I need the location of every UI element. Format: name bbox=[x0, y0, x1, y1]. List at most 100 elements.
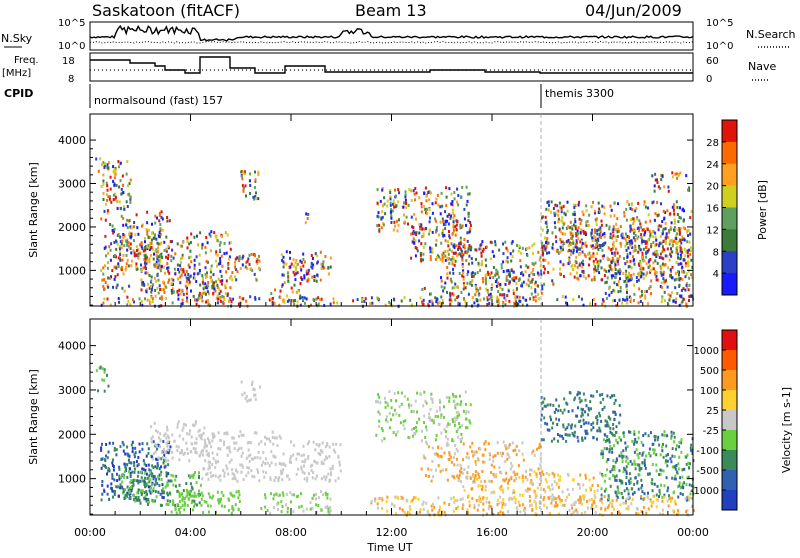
velocity-cell bbox=[177, 423, 179, 426]
power-cell bbox=[287, 276, 289, 279]
power-cell bbox=[518, 245, 520, 248]
power-cell bbox=[205, 266, 207, 269]
power-cell bbox=[591, 229, 593, 232]
velocity-cell bbox=[272, 431, 274, 434]
power-cell bbox=[450, 298, 452, 301]
power-cell bbox=[386, 205, 388, 208]
velocity-cell bbox=[518, 464, 520, 467]
power-cell bbox=[432, 202, 434, 205]
power-cell bbox=[186, 237, 188, 240]
velocity-cell bbox=[379, 497, 381, 500]
power-cell bbox=[453, 191, 455, 194]
velocity-cell bbox=[650, 454, 652, 457]
power-cell bbox=[114, 275, 116, 278]
velocity-cell bbox=[640, 487, 642, 490]
velocity-cell bbox=[187, 491, 189, 494]
power-cell bbox=[229, 297, 231, 300]
power-cell bbox=[568, 258, 570, 261]
velocity-cell bbox=[108, 498, 110, 501]
power-cell bbox=[478, 262, 480, 265]
power-cell bbox=[371, 302, 373, 305]
velocity-cell bbox=[524, 512, 526, 515]
power-cell bbox=[578, 226, 580, 229]
velocity-cell bbox=[250, 469, 252, 472]
power-cell bbox=[171, 249, 173, 252]
power-cell bbox=[687, 234, 689, 237]
power-cell bbox=[659, 256, 661, 259]
power-cell bbox=[492, 276, 494, 279]
velocity-cell bbox=[623, 435, 625, 438]
power-cell bbox=[185, 285, 187, 288]
velocity-cell bbox=[118, 475, 120, 478]
power-cell bbox=[683, 258, 685, 261]
power-cell bbox=[158, 243, 160, 246]
velocity-cell bbox=[608, 494, 610, 497]
velocity-cell bbox=[573, 502, 575, 505]
velocity-cell bbox=[560, 409, 562, 412]
power-cell bbox=[311, 267, 313, 270]
power-cell bbox=[116, 286, 118, 289]
power-cell bbox=[130, 251, 132, 254]
power-cell bbox=[681, 289, 683, 292]
power-cell bbox=[411, 216, 413, 219]
velocity-cell bbox=[602, 453, 604, 456]
power-cell bbox=[474, 272, 476, 275]
power-cell bbox=[101, 163, 103, 166]
power-cell bbox=[631, 203, 633, 206]
power-cell bbox=[199, 254, 201, 257]
power-cell bbox=[467, 240, 469, 243]
power-cell bbox=[616, 239, 618, 242]
power-cell bbox=[641, 294, 643, 297]
velocity-cell bbox=[614, 468, 616, 471]
velocity-cell bbox=[689, 462, 691, 465]
velocity-cell bbox=[624, 489, 626, 492]
power-cell bbox=[570, 221, 572, 224]
power-cell bbox=[456, 254, 458, 257]
velocity-cell bbox=[114, 490, 116, 493]
power-cell bbox=[161, 216, 163, 219]
velocity-cell bbox=[652, 443, 654, 446]
velocity-cell bbox=[239, 493, 241, 496]
power-cell bbox=[661, 297, 663, 300]
velocity-cell bbox=[219, 439, 221, 442]
velocity-cell bbox=[652, 463, 654, 466]
velocity-cell bbox=[652, 501, 654, 504]
velocity-cell bbox=[620, 503, 622, 506]
velocity-cell bbox=[602, 408, 604, 411]
power-cell bbox=[219, 249, 221, 252]
velocity-cell bbox=[163, 462, 165, 465]
power-cell bbox=[676, 206, 678, 209]
power-cell bbox=[451, 193, 453, 196]
velocity-cell bbox=[663, 470, 665, 473]
power-cell bbox=[613, 241, 615, 244]
velocity-cell bbox=[491, 491, 493, 494]
power-cell bbox=[633, 250, 635, 253]
velocity-cell bbox=[231, 507, 233, 510]
power-cell bbox=[565, 213, 567, 216]
velocity-cell bbox=[516, 473, 518, 476]
velocity-cell bbox=[644, 492, 646, 495]
power-cell bbox=[681, 278, 683, 281]
power-cell bbox=[117, 207, 119, 210]
power-cell bbox=[617, 252, 619, 255]
velocity-cell bbox=[642, 444, 644, 447]
power-cell bbox=[465, 286, 467, 289]
power-cell bbox=[591, 205, 593, 208]
power-cell bbox=[657, 214, 659, 217]
power-cell bbox=[174, 268, 176, 271]
velocity-cell bbox=[104, 371, 106, 374]
velocity-cell bbox=[122, 441, 124, 444]
power-cell bbox=[660, 225, 662, 228]
power-cell bbox=[464, 300, 466, 303]
velocity-cell bbox=[389, 426, 391, 429]
power-cell bbox=[136, 249, 138, 252]
power-cell bbox=[219, 257, 221, 260]
power-cell bbox=[314, 275, 316, 278]
power-cell bbox=[146, 228, 148, 231]
power-cell bbox=[430, 255, 432, 258]
power-cell bbox=[249, 179, 251, 182]
velocity-cell bbox=[580, 425, 582, 428]
power-cell bbox=[107, 209, 109, 212]
power-cell bbox=[243, 190, 245, 193]
power-cell bbox=[685, 275, 687, 278]
